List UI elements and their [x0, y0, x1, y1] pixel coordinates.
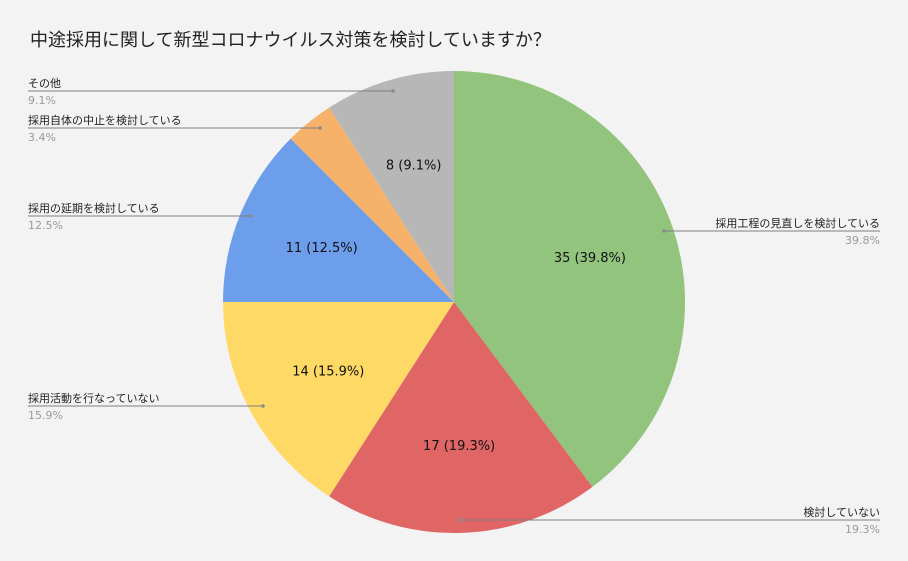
pie-slices: [223, 71, 685, 534]
callout-percent-label: 39.8%: [845, 234, 880, 247]
slice-2: [329, 302, 593, 534]
slice-3: [223, 302, 454, 497]
callout-percent-label: 9.1%: [28, 94, 56, 107]
callout-anchor-dot: [391, 89, 395, 93]
callout-category-label: 採用工程の見直しを検討している: [715, 216, 880, 230]
callout-percent-label: 19.3%: [845, 523, 880, 536]
callout-category-label: 採用活動を行なっていない: [28, 391, 159, 405]
callout-labels: 採用工程の見直しを検討している 39.8% 検討していない 19.3% 採用活動を行なっ…: [28, 77, 880, 536]
slice-4: [223, 138, 454, 302]
callout-anchor-dot: [662, 229, 666, 233]
slice-value-label: 11 (12.5%): [286, 241, 358, 256]
slice-value-label: 35 (39.8%): [554, 251, 626, 266]
callout-category-label: 検討していない: [803, 505, 880, 519]
slice-value-label: 17 (19.3%): [423, 439, 495, 454]
slice-5: [290, 107, 454, 302]
callout-percent-label: 3.4%: [28, 131, 56, 144]
callout-percent-label: 15.9%: [28, 409, 63, 422]
chart-title: 中途採用に関して新型コロナウイルス対策を検討していますか？: [30, 30, 551, 51]
callout-category-label: その他: [28, 77, 61, 90]
callout-category-label: 採用の延期を検討している: [28, 201, 160, 215]
slice-value-label: 8 (9.1%): [386, 159, 442, 174]
callout-category-label: 採用自体の中止を検討している: [28, 113, 182, 127]
slice-6: [329, 71, 454, 302]
slice-value-label: 14 (15.9%): [292, 365, 364, 380]
callout-percent-label: 12.5%: [28, 219, 63, 232]
slice-value-labels: 35 (39.8%) 17 (19.3%) 14 (15.9%) 11 (12.5%)…: [286, 159, 626, 455]
callout-anchor-dot: [318, 126, 322, 130]
slice-1: [454, 71, 685, 487]
callout-anchor-dot: [249, 214, 253, 218]
callout-anchor-dot: [261, 404, 265, 408]
callout-anchor-dot: [458, 518, 462, 522]
